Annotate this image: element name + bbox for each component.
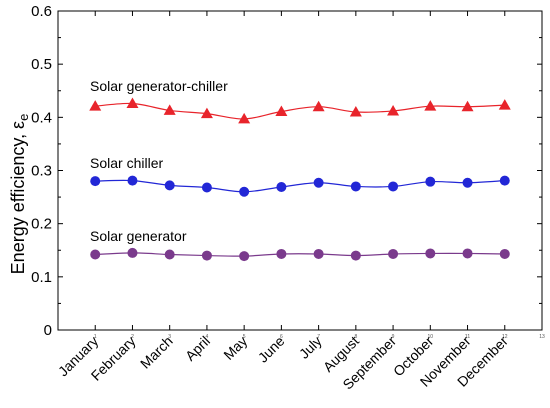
data-point <box>127 175 138 186</box>
y-axis-label-subscript: e <box>16 114 31 121</box>
y-axis-label-symbol: ε <box>8 121 28 129</box>
series-label: Solar generator-chiller <box>90 78 228 94</box>
series-solar-generator-chiller <box>89 97 511 124</box>
x-minor-tick-label: 1 <box>94 334 97 340</box>
data-point <box>350 250 361 261</box>
x-minor-tick-label: 8 <box>354 334 357 340</box>
x-category-label: April <box>182 333 213 364</box>
data-point <box>238 112 251 124</box>
y-tick-label: 0.4 <box>31 109 52 126</box>
data-point <box>313 248 324 259</box>
y-tick-label: 0.6 <box>31 3 52 20</box>
series-label: Solar generator <box>90 228 187 244</box>
series-line <box>95 179 505 193</box>
x-minor-tick-label: 13 <box>539 334 545 340</box>
x-minor-tick-label: 2 <box>131 334 134 340</box>
data-point <box>312 100 325 112</box>
data-point <box>164 249 175 260</box>
data-point <box>388 181 399 192</box>
data-point <box>349 106 362 117</box>
series-line <box>95 102 505 120</box>
data-point <box>201 182 212 193</box>
data-point <box>462 177 473 188</box>
x-category-label: May <box>220 333 250 363</box>
y-axis-label-text: Energy efficiency, <box>8 129 28 274</box>
data-point <box>163 104 176 115</box>
data-point <box>275 105 288 116</box>
series-labels: Solar generator-chiller Solar chiller Sola… <box>90 78 228 244</box>
x-minor-tick-label: 3 <box>168 334 171 340</box>
series-solar-chiller <box>90 175 510 197</box>
data-point <box>499 175 510 186</box>
y-tick-label: 0.5 <box>31 56 52 73</box>
x-minor-tick-label: 12 <box>502 334 508 340</box>
x-category-label: July <box>296 333 325 362</box>
data-point <box>239 186 250 197</box>
x-minor-tick-label: 5 <box>243 334 246 340</box>
data-point <box>425 248 436 259</box>
y-tick-label: 0 <box>44 322 52 339</box>
data-point <box>499 248 510 259</box>
data-point <box>276 248 287 259</box>
series-solar-generator <box>90 247 510 262</box>
x-minor-tick-label: 11 <box>465 334 470 340</box>
y-tick-label: 0.1 <box>31 269 52 286</box>
data-point <box>276 181 287 192</box>
data-point <box>424 100 437 111</box>
data-point <box>201 250 212 261</box>
data-point <box>462 248 473 259</box>
x-minor-tick-label: 4 <box>206 334 209 340</box>
data-point <box>350 181 361 192</box>
y-tick-label: 0.3 <box>31 163 52 180</box>
data-point <box>387 104 400 116</box>
x-minor-tick-label: 10 <box>428 334 434 340</box>
y-axis-ticks: 0 0.1 0.2 0.3 0.4 0.5 0.6 <box>31 3 542 339</box>
x-minor-tick-label: 9 <box>392 334 395 340</box>
x-minor-tick-label: 6 <box>280 334 283 340</box>
data-point <box>313 177 324 188</box>
series-line <box>95 252 505 257</box>
data-point <box>126 97 139 109</box>
x-category-label: March <box>137 333 176 372</box>
data-point <box>127 247 138 258</box>
data-point <box>461 100 474 112</box>
data-point <box>498 99 511 110</box>
series-label: Solar chiller <box>90 155 163 171</box>
y-tick-label: 0.2 <box>31 216 52 233</box>
series-layer <box>89 97 511 262</box>
y-axis-label: Energy efficiency, εe <box>8 114 31 275</box>
data-point <box>90 249 101 260</box>
data-point <box>164 180 175 191</box>
x-minor-tick-label: 7 <box>317 334 320 340</box>
data-point <box>200 107 213 119</box>
data-point <box>89 100 102 111</box>
data-point <box>239 251 250 262</box>
data-point <box>90 176 101 187</box>
data-point <box>425 176 436 187</box>
data-point <box>388 248 399 259</box>
